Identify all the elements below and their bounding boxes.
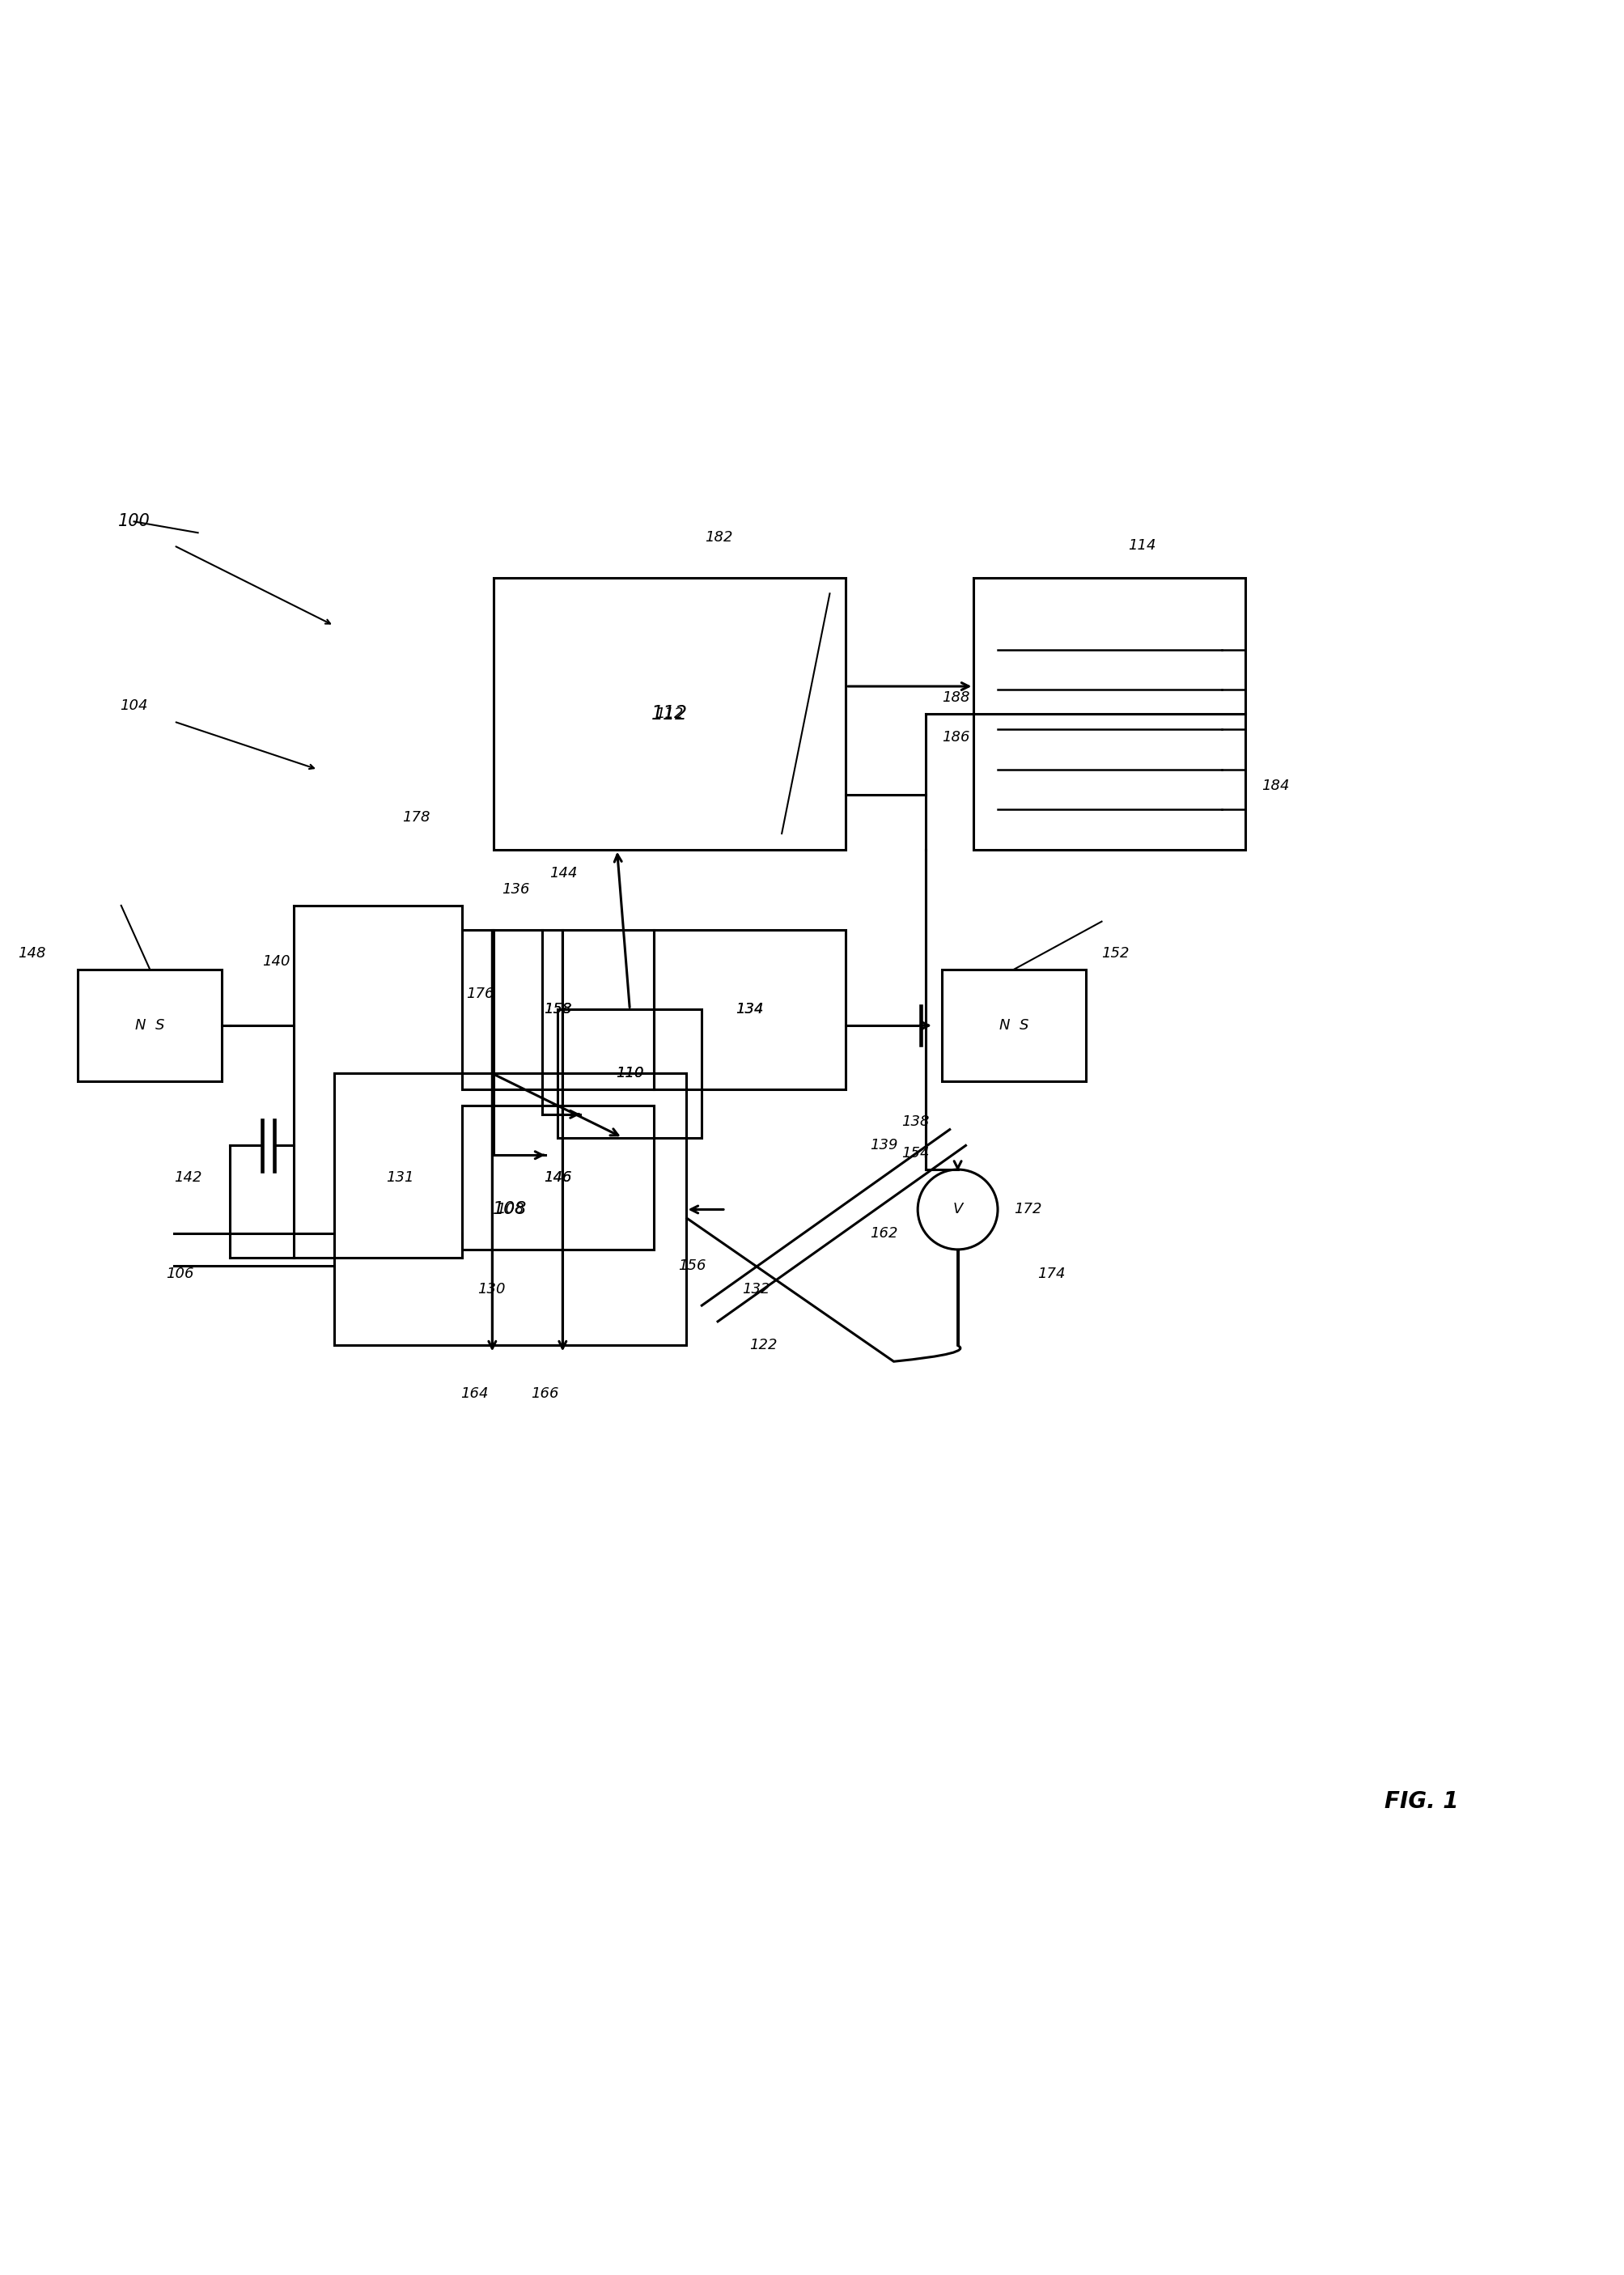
Text: 138: 138 xyxy=(901,1115,929,1128)
Text: 164: 164 xyxy=(461,1385,489,1401)
Text: 178: 178 xyxy=(401,810,430,826)
Text: 172: 172 xyxy=(1013,1201,1041,1217)
Text: 148: 148 xyxy=(18,946,45,960)
Bar xyxy=(494,578,846,849)
Bar xyxy=(78,969,222,1081)
Text: FIG. 1: FIG. 1 xyxy=(1384,1790,1458,1813)
Bar xyxy=(333,1074,685,1345)
Text: 188: 188 xyxy=(942,689,970,705)
Text: 131: 131 xyxy=(387,1169,414,1185)
Text: 108: 108 xyxy=(492,1201,526,1217)
Text: 134: 134 xyxy=(736,1003,763,1017)
Text: V: V xyxy=(952,1201,963,1217)
Text: 139: 139 xyxy=(869,1138,896,1153)
Text: N  S: N S xyxy=(999,1019,1028,1033)
Text: 132: 132 xyxy=(742,1283,770,1297)
Bar xyxy=(653,930,846,1090)
Text: 176: 176 xyxy=(466,987,494,1001)
Text: 106: 106 xyxy=(166,1267,193,1281)
Bar xyxy=(973,578,1246,849)
Text: 134: 134 xyxy=(736,1003,763,1017)
Text: 122: 122 xyxy=(749,1338,778,1354)
Bar xyxy=(557,1010,702,1138)
Text: 146: 146 xyxy=(544,1169,572,1185)
Text: 162: 162 xyxy=(869,1226,896,1240)
Bar xyxy=(461,1106,653,1249)
Text: 114: 114 xyxy=(1127,539,1155,553)
Bar xyxy=(942,969,1085,1081)
Text: N  S: N S xyxy=(135,1019,164,1033)
Text: 166: 166 xyxy=(531,1385,559,1401)
Text: 154: 154 xyxy=(901,1147,929,1160)
Text: 186: 186 xyxy=(942,730,970,744)
Text: 156: 156 xyxy=(677,1258,705,1272)
Text: 136: 136 xyxy=(502,883,529,896)
Text: 100: 100 xyxy=(119,514,149,530)
Text: 158: 158 xyxy=(544,1003,572,1017)
Text: 174: 174 xyxy=(1038,1267,1065,1281)
Text: 104: 104 xyxy=(120,698,148,712)
Text: 146: 146 xyxy=(544,1169,572,1185)
Text: 184: 184 xyxy=(1260,778,1289,792)
Text: 130: 130 xyxy=(477,1283,505,1297)
Text: 144: 144 xyxy=(549,867,578,880)
Text: 110: 110 xyxy=(615,1067,643,1081)
Text: 108: 108 xyxy=(495,1201,523,1217)
Text: 158: 158 xyxy=(544,1003,572,1017)
Text: 152: 152 xyxy=(1101,946,1129,960)
Text: 112: 112 xyxy=(651,703,687,723)
Text: 140: 140 xyxy=(261,953,289,969)
Text: 112: 112 xyxy=(656,705,684,721)
Text: 110: 110 xyxy=(615,1067,643,1081)
Bar xyxy=(461,930,653,1090)
Text: 142: 142 xyxy=(174,1169,201,1185)
Text: 182: 182 xyxy=(705,530,732,544)
